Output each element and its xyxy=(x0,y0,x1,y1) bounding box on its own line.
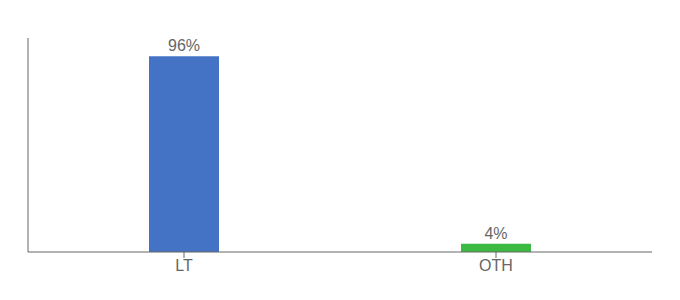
svg-text:96%: 96% xyxy=(168,37,200,54)
svg-text:4%: 4% xyxy=(484,225,507,242)
svg-text:OTH: OTH xyxy=(479,257,513,274)
svg-text:LT: LT xyxy=(175,257,193,274)
